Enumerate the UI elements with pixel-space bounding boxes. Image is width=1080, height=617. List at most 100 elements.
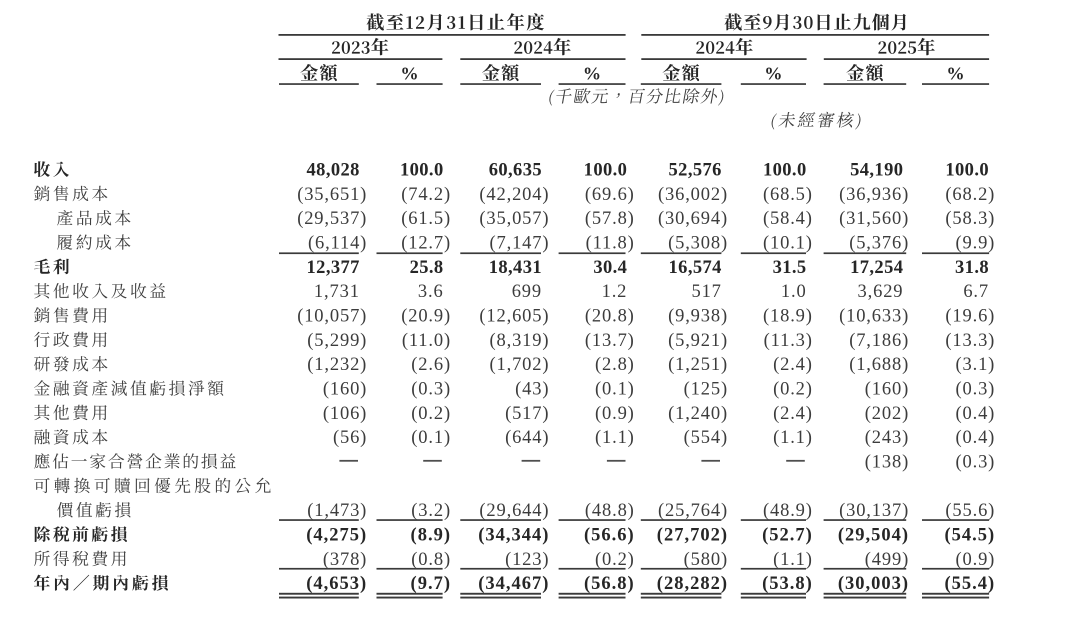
svg-text:3,629: 3,629 [858, 282, 904, 302]
svg-text:(61.5): (61.5) [401, 209, 451, 229]
svg-text:(11.0): (11.0) [402, 331, 451, 351]
svg-text:(8.9): (8.9) [411, 526, 451, 546]
svg-text:(1,240): (1,240) [668, 404, 728, 424]
svg-text:(0.3): (0.3) [411, 380, 451, 400]
svg-text:(5,376): (5,376) [849, 234, 909, 254]
svg-text:12,377: 12,377 [307, 258, 360, 278]
svg-text:(644): (644) [505, 428, 549, 448]
svg-text:25.8: 25.8 [410, 258, 444, 278]
svg-text:(35,651): (35,651) [297, 185, 367, 205]
svg-text:(57.8): (57.8) [585, 209, 635, 229]
svg-text:(1,702): (1,702) [489, 355, 549, 375]
svg-text:(56.8): (56.8) [584, 574, 635, 594]
svg-text:(160): (160) [323, 380, 367, 400]
svg-text:(499): (499) [865, 550, 909, 570]
svg-text:%: % [583, 64, 601, 84]
svg-text:31.5: 31.5 [773, 258, 807, 278]
svg-text:52,576: 52,576 [669, 161, 722, 181]
svg-text:(28,282): (28,282) [657, 574, 728, 594]
svg-text:(138): (138) [865, 453, 909, 473]
svg-text:3.6: 3.6 [418, 282, 444, 302]
svg-text:(1,473): (1,473) [307, 501, 367, 521]
svg-text:517: 517 [691, 282, 721, 302]
svg-text:(29,644): (29,644) [479, 501, 549, 521]
svg-text:(7,186): (7,186) [849, 331, 909, 351]
svg-text:(0.4): (0.4) [955, 404, 995, 424]
svg-text:(7,147): (7,147) [489, 234, 549, 254]
svg-text:(30,137): (30,137) [839, 501, 909, 521]
svg-text:30.4: 30.4 [593, 258, 627, 278]
svg-text:17,254: 17,254 [850, 258, 903, 278]
svg-text:(36,002): (36,002) [658, 185, 728, 205]
svg-text:(0.9): (0.9) [955, 550, 995, 570]
svg-text:1.0: 1.0 [781, 282, 807, 302]
svg-text:(13.3): (13.3) [945, 331, 995, 351]
svg-text:(5,921): (5,921) [668, 331, 728, 351]
svg-text:699: 699 [512, 282, 542, 302]
svg-text:60,635: 60,635 [489, 161, 542, 181]
svg-text:31.8: 31.8 [955, 258, 989, 278]
svg-text:(68.5): (68.5) [763, 185, 813, 205]
svg-text:(0.4): (0.4) [955, 428, 995, 448]
svg-text:(1.1): (1.1) [773, 428, 813, 448]
svg-text:(517): (517) [505, 404, 549, 424]
svg-text:1,731: 1,731 [314, 282, 360, 302]
svg-text:100.0: 100.0 [763, 161, 807, 181]
svg-text:6.7: 6.7 [963, 282, 989, 302]
svg-text:(160): (160) [865, 380, 909, 400]
svg-text:100.0: 100.0 [400, 161, 444, 181]
svg-text:(34,467): (34,467) [478, 574, 549, 594]
svg-text:(74.2): (74.2) [401, 185, 451, 205]
svg-text:(4,653): (4,653) [306, 574, 367, 594]
svg-text:(2.6): (2.6) [411, 355, 451, 375]
svg-text:(580): (580) [684, 550, 728, 570]
svg-text:(1,688): (1,688) [849, 355, 909, 375]
svg-text:(10,633): (10,633) [839, 307, 909, 327]
svg-text:(27,702): (27,702) [657, 526, 728, 546]
svg-text:(56): (56) [333, 428, 367, 448]
svg-text:(125): (125) [684, 380, 728, 400]
svg-text:(0.2): (0.2) [595, 550, 635, 570]
svg-text:(0.3): (0.3) [955, 380, 995, 400]
svg-text:(0.1): (0.1) [411, 428, 451, 448]
svg-text:%: % [400, 64, 418, 84]
svg-text:(378): (378) [323, 550, 367, 570]
svg-text:(0.1): (0.1) [595, 380, 635, 400]
svg-text:(30,694): (30,694) [658, 209, 728, 229]
svg-text:(10.1): (10.1) [763, 234, 813, 254]
svg-text:%: % [946, 64, 964, 84]
svg-text:(55.6): (55.6) [945, 501, 995, 521]
svg-text:(123): (123) [505, 550, 549, 570]
svg-text:(2.8): (2.8) [595, 355, 635, 375]
svg-text:(106): (106) [323, 404, 367, 424]
svg-text:100.0: 100.0 [584, 161, 628, 181]
svg-text:(9.7): (9.7) [411, 574, 451, 594]
svg-text:(11.8): (11.8) [586, 234, 635, 254]
svg-text:(2.4): (2.4) [773, 404, 813, 424]
svg-text:1.2: 1.2 [602, 282, 628, 302]
svg-text:(53.8): (53.8) [762, 574, 813, 594]
svg-text:(58.4): (58.4) [763, 209, 813, 229]
svg-text:(12,605): (12,605) [479, 307, 549, 327]
svg-text:18,431: 18,431 [489, 258, 542, 278]
svg-text:100.0: 100.0 [945, 161, 989, 181]
svg-text:(0.2): (0.2) [773, 380, 813, 400]
svg-text:(0.3): (0.3) [955, 453, 995, 473]
svg-text:(0.8): (0.8) [411, 550, 451, 570]
svg-text:(68.2): (68.2) [945, 185, 995, 205]
svg-text:(6,114): (6,114) [308, 234, 367, 254]
svg-text:(0.2): (0.2) [411, 404, 451, 424]
svg-text:(0.9): (0.9) [595, 404, 635, 424]
svg-text:(11.3): (11.3) [764, 331, 813, 351]
svg-text:(20.8): (20.8) [585, 307, 635, 327]
svg-text:(48.8): (48.8) [585, 501, 635, 521]
svg-text:(1,232): (1,232) [307, 355, 367, 375]
svg-text:(202): (202) [865, 404, 909, 424]
svg-text:(54.5): (54.5) [944, 526, 995, 546]
svg-text:(29,504): (29,504) [838, 526, 909, 546]
svg-text:(43): (43) [515, 380, 549, 400]
svg-text:(18.9): (18.9) [763, 307, 813, 327]
svg-text:(25,764): (25,764) [658, 501, 728, 521]
svg-text:(19.6): (19.6) [945, 307, 995, 327]
svg-text:48,028: 48,028 [307, 161, 360, 181]
